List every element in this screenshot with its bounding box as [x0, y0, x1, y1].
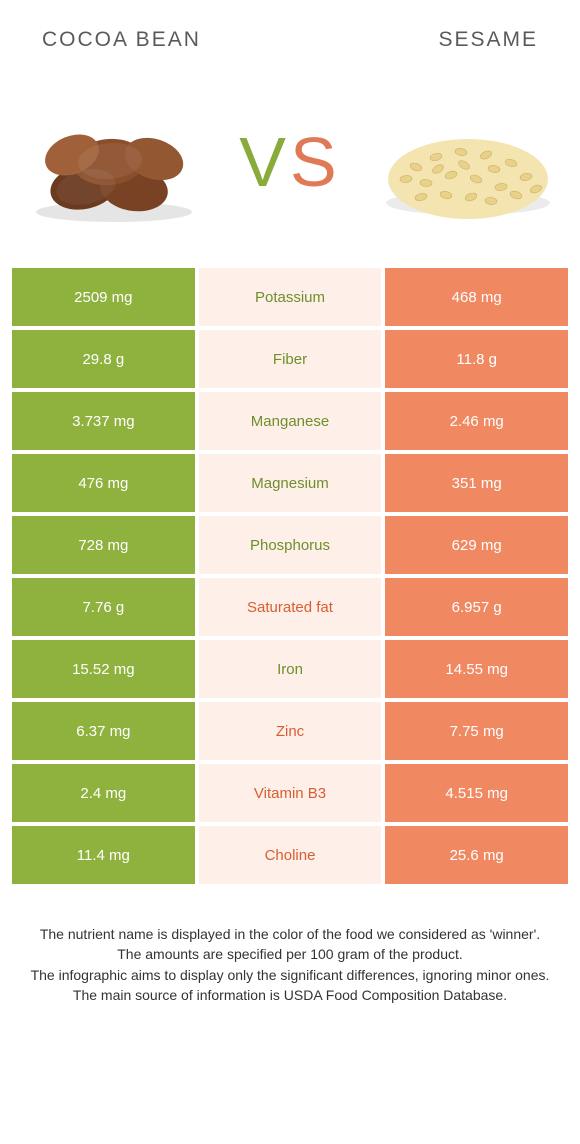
- left-value-cell: 29.8 g: [12, 330, 195, 388]
- vs-label: VS: [239, 122, 340, 202]
- nutrient-name-cell: Saturated fat: [199, 578, 382, 636]
- left-food-title: COCOA BEAN: [42, 28, 201, 52]
- images-row: VS: [12, 76, 568, 268]
- table-row: 7.76 g Saturated fat 6.957 g: [12, 578, 568, 636]
- left-value-cell: 6.37 mg: [12, 702, 195, 760]
- nutrient-name: Saturated fat: [247, 599, 333, 616]
- right-value-cell: 14.55 mg: [385, 640, 568, 698]
- comparison-table: 2509 mgPotassium468 mg29.8 gFiber11.8 g3…: [12, 268, 568, 884]
- right-value-cell: 7.75 mg: [385, 702, 568, 760]
- left-value-cell: 15.52 mg: [12, 640, 195, 698]
- table-row: 6.37 mg Zinc 7.75 mg: [12, 702, 568, 760]
- right-value-cell: 11.8 g: [385, 330, 568, 388]
- left-value-cell: 2.4 mg: [12, 764, 195, 822]
- nutrient-name-cell: Magnesium: [199, 454, 382, 512]
- footer-line: The infographic aims to display only the…: [24, 965, 556, 985]
- nutrient-name: Zinc: [276, 723, 304, 740]
- nutrient-name: Vitamin B3: [254, 785, 326, 802]
- nutrient-name: Magnesium: [251, 475, 329, 492]
- table-row: 2.4 mg Vitamin B3 4.515 mg: [12, 764, 568, 822]
- table-row: 15.52 mg Iron 14.55 mg: [12, 640, 568, 698]
- right-value-cell: 468 mg: [385, 268, 568, 326]
- right-value-cell: 351 mg: [385, 454, 568, 512]
- left-value-cell: 2509 mg: [12, 268, 195, 326]
- nutrient-name: Phosphorus: [250, 537, 330, 554]
- footer-line: The nutrient name is displayed in the co…: [24, 924, 556, 944]
- nutrient-name: Potassium: [255, 289, 325, 306]
- table-row: 728 mg Phosphorus 629 mg: [12, 516, 568, 574]
- table-row: 3.737 mg Manganese 2.46 mg: [12, 392, 568, 450]
- cocoa-bean-image: [24, 92, 204, 232]
- right-value-cell: 4.515 mg: [385, 764, 568, 822]
- table-row: 29.8 g Fiber 11.8 g: [12, 330, 568, 388]
- table-row: 476 mg Magnesium 351 mg: [12, 454, 568, 512]
- right-value-cell: 25.6 mg: [385, 826, 568, 884]
- left-value-cell: 3.737 mg: [12, 392, 195, 450]
- header-row: COCOA BEAN SESAME: [12, 20, 568, 76]
- nutrient-name: Iron: [277, 661, 303, 678]
- right-value-cell: 2.46 mg: [385, 392, 568, 450]
- nutrient-name-cell: Iron: [199, 640, 382, 698]
- left-value-cell: 728 mg: [12, 516, 195, 574]
- nutrient-name-cell: Fiber: [199, 330, 382, 388]
- nutrient-name-cell: Potassium: [199, 268, 382, 326]
- right-value-cell: 629 mg: [385, 516, 568, 574]
- nutrient-name-cell: Vitamin B3: [199, 764, 382, 822]
- left-value-cell: 11.4 mg: [12, 826, 195, 884]
- vs-s-letter: S: [290, 123, 341, 201]
- nutrient-name-cell: Phosphorus: [199, 516, 382, 574]
- right-food-title: SESAME: [438, 28, 538, 52]
- sesame-image: [376, 92, 556, 232]
- nutrient-name: Fiber: [273, 351, 307, 368]
- footer-line: The amounts are specified per 100 gram o…: [24, 944, 556, 964]
- nutrient-name-cell: Manganese: [199, 392, 382, 450]
- left-value-cell: 476 mg: [12, 454, 195, 512]
- table-row: 2509 mg Potassium 468 mg: [12, 268, 568, 326]
- nutrient-name: Manganese: [251, 413, 329, 430]
- right-value-cell: 6.957 g: [385, 578, 568, 636]
- nutrient-name-cell: Zinc: [199, 702, 382, 760]
- left-value-cell: 7.76 g: [12, 578, 195, 636]
- footer-line: The main source of information is USDA F…: [24, 985, 556, 1005]
- table-row: 11.4 mg Choline 25.6 mg: [12, 826, 568, 884]
- vs-v-letter: V: [239, 123, 290, 201]
- nutrient-name-cell: Choline: [199, 826, 382, 884]
- footer-text: The nutrient name is displayed in the co…: [12, 884, 568, 1015]
- nutrient-name: Choline: [265, 847, 316, 864]
